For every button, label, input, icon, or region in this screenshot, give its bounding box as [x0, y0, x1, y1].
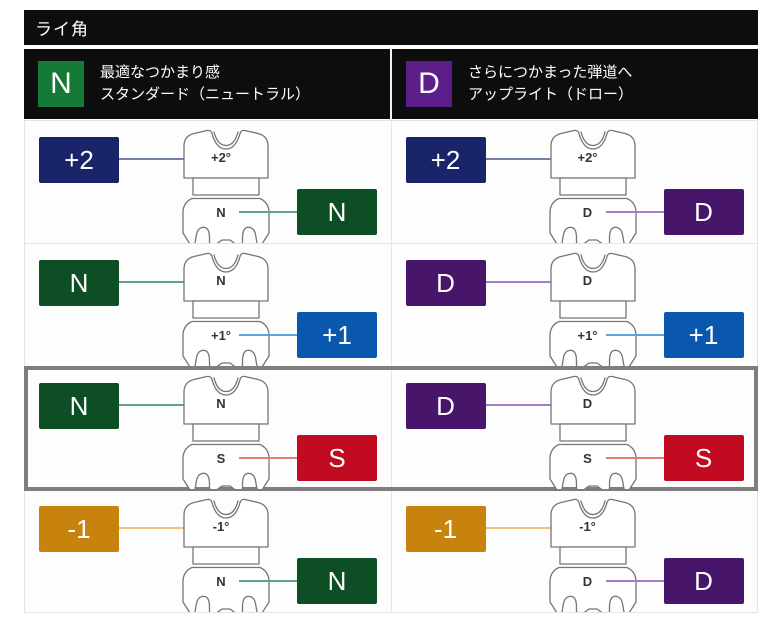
connector-line-right: [239, 211, 297, 213]
setting-cell: N N S S: [25, 367, 391, 489]
neutral-desc-line2: スタンダード（ニュートラル）: [100, 86, 311, 103]
sleeve-bottom-label: D: [582, 574, 593, 589]
setting-cell: -1 -1° N N: [25, 490, 391, 612]
hosel-sleeve-illustration: [538, 494, 648, 612]
connector-line-right: [605, 580, 664, 582]
settings-grid: +2 +2° N N +2 +2° D D: [24, 120, 758, 613]
connector-line-left: [119, 527, 207, 529]
sleeve-top-label: +2°: [577, 150, 598, 165]
hosel-sleeve-illustration: [171, 248, 281, 366]
setting-box-right: N: [297, 558, 377, 604]
table-row: -1 -1° N N -1 -1° D D: [25, 490, 757, 612]
setting-box-left: -1: [405, 506, 486, 552]
connector-line-left: [119, 281, 207, 283]
column-header-draw: D さらにつかまった弾道へ アップライト（ドロー）: [392, 49, 758, 119]
setting-box-right: S: [663, 435, 744, 481]
table-row: +2 +2° N N +2 +2° D D: [25, 121, 757, 244]
hosel-sleeve-illustration: [171, 125, 281, 243]
hosel-sleeve-illustration: [538, 125, 648, 243]
chart-container: ライ角 N 最適なつかまり感 スタンダード（ニュートラル） D さらにつかまった…: [24, 10, 758, 613]
sleeve-top-label: D: [582, 396, 593, 411]
connector-line-right: [605, 457, 664, 459]
setting-box-right: +1: [297, 312, 377, 358]
column-divider: [390, 244, 392, 366]
connector-line-left: [485, 158, 574, 160]
setting-box-right: +1: [663, 312, 744, 358]
sleeve-bottom-label: S: [583, 451, 592, 466]
setting-box-right: D: [663, 558, 744, 604]
column-divider: [390, 367, 392, 489]
setting-box-right: S: [297, 435, 377, 481]
setting-box-left: N: [39, 260, 119, 306]
setting-box-left: +2: [405, 137, 486, 183]
setting-cell: D D S S: [392, 367, 758, 489]
table-title: ライ角: [35, 20, 89, 39]
connector-line-left: [485, 404, 574, 406]
sleeve-bottom-label: S: [216, 451, 226, 466]
column-headers: N 最適なつかまり感 スタンダード（ニュートラル） D さらにつかまった弾道へ …: [24, 49, 758, 119]
column-header-neutral: N 最適なつかまり感 スタンダード（ニュートラル）: [24, 49, 390, 119]
sleeve-bottom-label: N: [216, 205, 226, 220]
setting-box-right: D: [663, 189, 744, 235]
sleeve-bottom-label: +1°: [577, 328, 598, 343]
hosel-sleeve-illustration: [171, 494, 281, 612]
table-title-bar: ライ角: [24, 10, 758, 45]
setting-cell: -1 -1° D D: [392, 490, 758, 612]
header-divider: [390, 49, 392, 119]
setting-box-right: N: [297, 189, 377, 235]
setting-box-left: -1: [39, 506, 119, 552]
sleeve-top-label: +2°: [210, 150, 232, 165]
n-badge: N: [38, 61, 84, 107]
draw-description: さらにつかまった弾道へ アップライト（ドロー）: [468, 62, 633, 107]
neutral-description: 最適なつかまり感 スタンダード（ニュートラル）: [100, 62, 310, 107]
connector-line-right: [239, 334, 297, 336]
sleeve-bottom-label: N: [216, 574, 226, 589]
d-badge: D: [406, 61, 452, 107]
sleeve-bottom-label: +1°: [210, 328, 232, 343]
column-divider: [390, 121, 392, 243]
hosel-sleeve-illustration: [538, 248, 648, 366]
connector-line-right: [239, 580, 297, 582]
sleeve-top-label: N: [216, 273, 226, 288]
setting-box-left: +2: [39, 137, 119, 183]
connector-line-right: [605, 334, 664, 336]
setting-cell: D D +1° +1: [392, 244, 758, 366]
setting-box-left: N: [39, 383, 119, 429]
table-row: N N +1° +1 D D +1° +1: [25, 244, 757, 367]
sleeve-top-label: D: [582, 273, 593, 288]
setting-cell: +2 +2° D D: [392, 121, 758, 243]
setting-cell: +2 +2° N N: [25, 121, 391, 243]
draw-desc-line2: アップライト（ドロー）: [468, 86, 634, 103]
setting-cell: N N +1° +1: [25, 244, 391, 366]
neutral-desc-line1: 最適なつかまり感: [100, 63, 221, 81]
setting-box-left: D: [405, 383, 486, 429]
connector-line-left: [485, 527, 574, 529]
hosel-sleeve-illustration: [171, 371, 281, 489]
sleeve-top-label: -1°: [579, 519, 596, 534]
setting-box-left: D: [405, 260, 486, 306]
connector-line-left: [119, 404, 207, 406]
table-row-highlighted: N N S S D D S S: [24, 366, 758, 491]
sleeve-bottom-label: D: [582, 205, 593, 220]
draw-desc-line1: さらにつかまった弾道へ: [468, 63, 633, 81]
connector-line-left: [119, 158, 207, 160]
connector-line-right: [239, 457, 297, 459]
column-divider: [390, 490, 392, 612]
connector-line-right: [605, 211, 664, 213]
sleeve-top-label: -1°: [212, 519, 230, 534]
sleeve-top-label: N: [216, 396, 226, 411]
hosel-sleeve-illustration: [538, 371, 648, 489]
connector-line-left: [485, 281, 574, 283]
